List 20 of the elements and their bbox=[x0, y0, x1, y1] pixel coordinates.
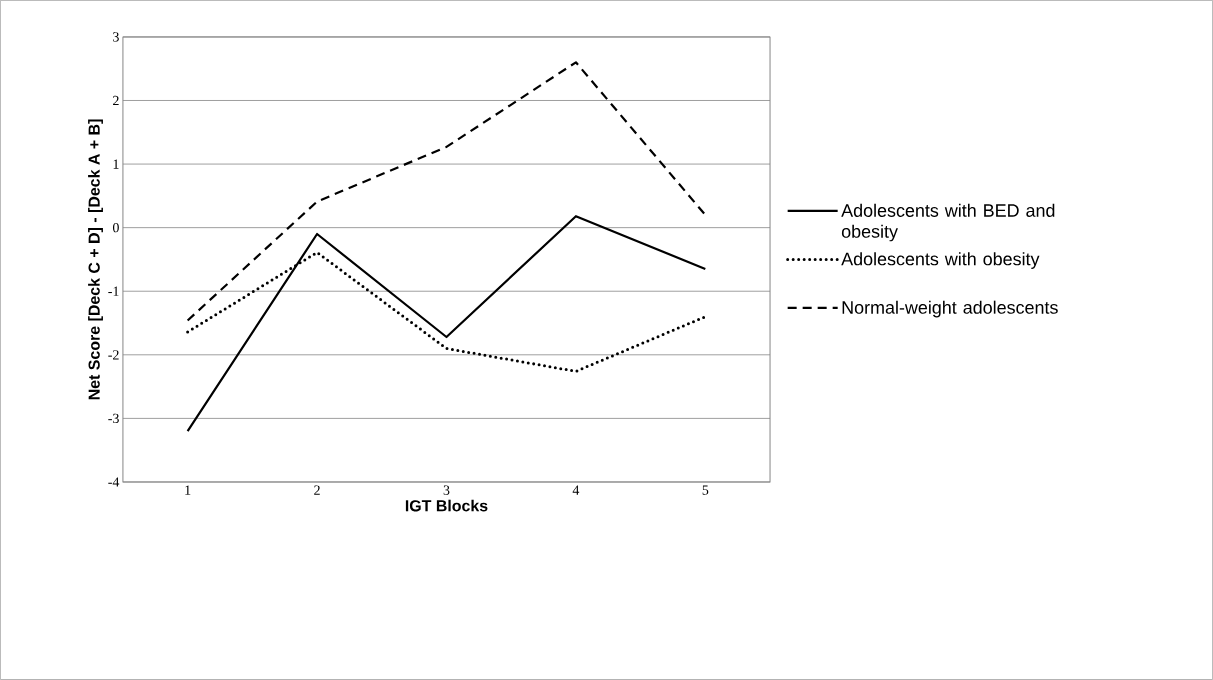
y-tick-label: -4 bbox=[108, 477, 120, 487]
legend-label: Adolescents with obesity bbox=[841, 252, 1040, 269]
legend-label: Adolescents with BED and obesity bbox=[841, 203, 1055, 242]
x-axis-title: IGT Blocks bbox=[405, 499, 488, 512]
line-series bbox=[186, 215, 707, 433]
x-tick-label: 2 bbox=[314, 485, 320, 495]
y-tick-label: 3 bbox=[113, 32, 119, 42]
y-tick-label: -1 bbox=[108, 286, 119, 296]
x-tick-label: 4 bbox=[572, 485, 580, 495]
y-tick-label: 2 bbox=[113, 95, 119, 106]
y-axis-title: Net Score [Deck C + D] - [Deck A + B] bbox=[88, 119, 103, 400]
y-tick-label: 0 bbox=[112, 222, 119, 233]
y-tick-label: -3 bbox=[108, 413, 119, 424]
line-series bbox=[186, 61, 707, 322]
legend-label: Normal-weight adolescents bbox=[842, 300, 1058, 318]
y-tick-label: -2 bbox=[108, 350, 119, 360]
y-tick-label: 1 bbox=[113, 159, 119, 169]
x-tick-label: 5 bbox=[702, 485, 709, 495]
x-tick-label: 3 bbox=[443, 485, 450, 495]
x-tick-label: 1 bbox=[185, 485, 191, 495]
